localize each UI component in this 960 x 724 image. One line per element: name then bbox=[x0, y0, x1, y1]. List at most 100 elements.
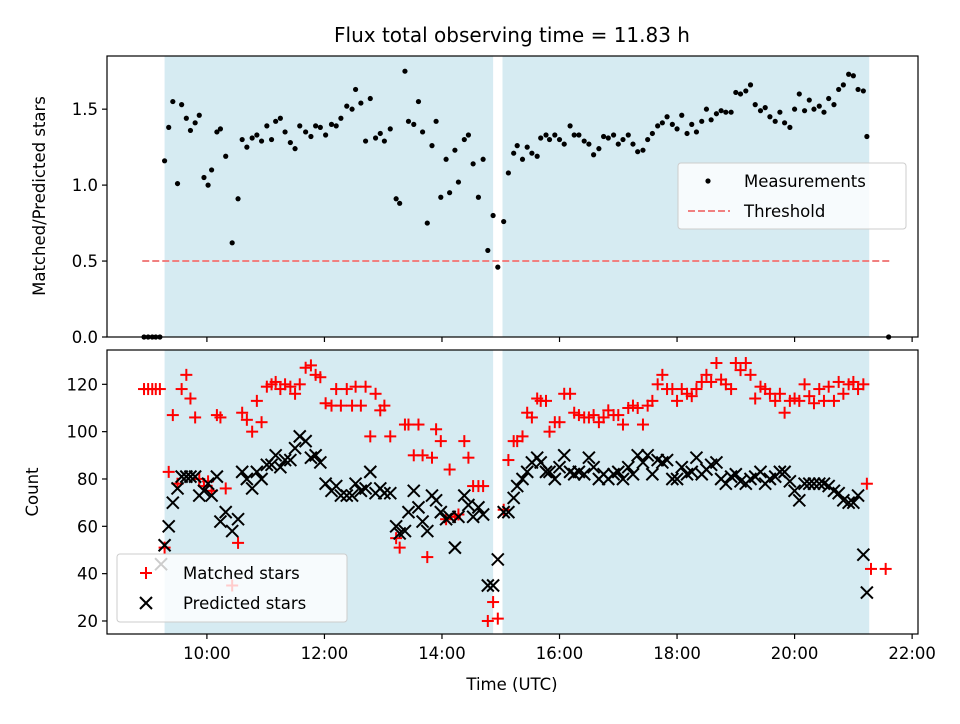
matched-star-point bbox=[725, 383, 738, 396]
matched-star-point bbox=[631, 401, 644, 414]
measurement-point bbox=[511, 150, 517, 156]
measurement-point bbox=[282, 129, 288, 135]
measurement-point bbox=[402, 68, 408, 74]
measurement-point bbox=[772, 118, 778, 124]
matched-star-point bbox=[319, 397, 332, 410]
measurement-point bbox=[393, 196, 399, 202]
predicted-star-point bbox=[313, 455, 328, 470]
matched-star-point bbox=[864, 562, 877, 575]
y-tick-label: 20 bbox=[77, 612, 98, 631]
matched-star-point bbox=[412, 418, 425, 431]
predicted-star-point bbox=[461, 498, 476, 512]
matched-star-point bbox=[214, 411, 227, 424]
predicted-star-point bbox=[231, 512, 245, 526]
matched-star-points bbox=[138, 357, 892, 627]
measurement-point bbox=[419, 129, 426, 135]
counts-legend: Matched stars Predicted stars bbox=[116, 553, 348, 623]
predicted-star-point bbox=[846, 495, 861, 510]
measurement-point bbox=[752, 102, 758, 108]
measurement-point bbox=[801, 108, 808, 114]
predicted-star-point bbox=[636, 455, 650, 470]
measurement-point bbox=[258, 138, 265, 144]
matched-star-point bbox=[434, 435, 447, 448]
matched-star-point bbox=[739, 357, 752, 370]
predicted-star-point bbox=[401, 505, 416, 519]
measurement-point bbox=[490, 212, 496, 219]
matched-star-point bbox=[462, 451, 475, 464]
measurement-point bbox=[640, 147, 646, 153]
predicted-star-point bbox=[345, 488, 359, 503]
predicted-star-point bbox=[640, 448, 655, 463]
measurement-point bbox=[840, 82, 846, 88]
predicted-star-point bbox=[407, 484, 421, 498]
predicted-star-point bbox=[753, 465, 768, 479]
predicted-star-point bbox=[689, 450, 704, 465]
x-tick-label: 10:00 bbox=[183, 644, 231, 663]
matched-star-point bbox=[369, 387, 382, 400]
measurement-point bbox=[605, 135, 611, 141]
predicted-star-point bbox=[201, 477, 215, 491]
matched-star-point bbox=[827, 394, 840, 407]
predicted-star-point bbox=[783, 474, 797, 489]
matched-star-point bbox=[710, 357, 723, 370]
predicted-star-point bbox=[219, 505, 233, 519]
measurement-point bbox=[610, 132, 617, 138]
measurement-point bbox=[447, 190, 453, 196]
matched-star-point bbox=[879, 562, 892, 575]
predicted-star-point bbox=[851, 488, 865, 503]
measurement-point bbox=[249, 135, 255, 141]
measurement-point bbox=[328, 121, 335, 127]
measurement-point bbox=[708, 117, 714, 123]
chart-title: Flux total observing time = 11.83 h bbox=[334, 23, 690, 47]
measurement-point bbox=[723, 109, 729, 115]
predicted-star-point bbox=[213, 514, 228, 529]
measurement-point bbox=[693, 129, 700, 135]
measurement-point bbox=[586, 141, 592, 147]
matched-star-point bbox=[364, 430, 377, 443]
measurement-point bbox=[352, 86, 359, 93]
matched-star-point bbox=[502, 454, 515, 467]
matched-star-point bbox=[832, 375, 845, 388]
matched-star-point bbox=[293, 378, 306, 391]
predicted-star-point bbox=[466, 510, 480, 524]
predicted-star-point bbox=[542, 465, 557, 479]
measurement-point bbox=[239, 136, 245, 143]
predicted-star-point bbox=[481, 578, 495, 593]
matched-star-point bbox=[359, 380, 372, 393]
measurement-point bbox=[349, 106, 355, 112]
measurement-point bbox=[223, 153, 229, 159]
predicted-star-point bbox=[278, 453, 292, 467]
ratio-axes-frame bbox=[106, 55, 919, 338]
measurement-point bbox=[669, 121, 675, 127]
measurement-point bbox=[571, 132, 577, 138]
ratio-legend: Measurements Threshold bbox=[677, 162, 907, 230]
matched-star-point bbox=[477, 480, 490, 493]
measurement-point bbox=[659, 120, 665, 126]
predicted-star-point bbox=[389, 519, 403, 534]
measurement-point bbox=[214, 129, 220, 135]
measurement-point bbox=[757, 108, 764, 114]
predicted-star-point bbox=[334, 488, 348, 503]
measurement-point bbox=[303, 129, 309, 135]
predicted-star-point bbox=[183, 469, 198, 484]
measurement-point bbox=[543, 132, 549, 138]
predicted-star-point bbox=[298, 434, 313, 448]
matched-star-point bbox=[822, 380, 835, 393]
measurement-point bbox=[235, 196, 241, 202]
matched-star-point bbox=[860, 477, 873, 490]
matched-star-point bbox=[236, 406, 249, 419]
measurement-point bbox=[277, 115, 283, 121]
matched-star-point bbox=[430, 423, 443, 436]
measurement-point bbox=[781, 120, 788, 126]
matched-star-point bbox=[587, 409, 600, 422]
measurement-point bbox=[405, 118, 412, 124]
measurement-point bbox=[529, 150, 535, 156]
measurement-point bbox=[728, 109, 734, 115]
matched-star-point bbox=[279, 378, 292, 391]
predicted-star-point bbox=[626, 467, 640, 481]
matched-star-point bbox=[162, 465, 175, 478]
matched-star-point bbox=[299, 361, 312, 374]
measurement-point bbox=[556, 136, 563, 143]
measurement-point bbox=[429, 143, 435, 149]
predicted-star-point bbox=[157, 538, 172, 552]
